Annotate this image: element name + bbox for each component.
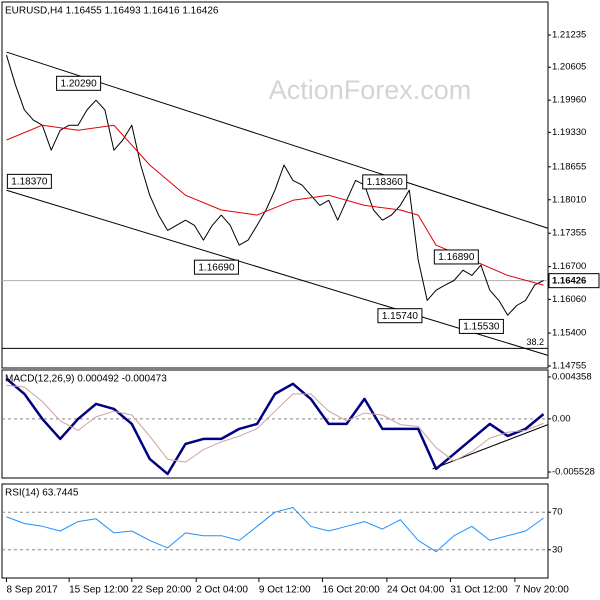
y-tick-label: 0.00: [552, 413, 571, 424]
y-tick-label: 1.18010: [552, 194, 586, 205]
y-tick-label: 1.19960: [552, 95, 586, 106]
y-tick-label: 1.14755: [552, 361, 586, 372]
series-line: [5, 377, 545, 476]
series-line: [6, 507, 544, 553]
y-tick-label: 1.20605: [552, 62, 586, 73]
x-tick-label: 8 Sep 2017: [6, 585, 58, 596]
level-box: [193, 259, 239, 275]
y-tick-label: 30: [552, 544, 563, 555]
y-tick-label: 1.16060: [552, 294, 586, 305]
level-label: 1.15740: [382, 311, 419, 322]
level-box: [458, 318, 504, 334]
y-tick-label: 1.16700: [552, 261, 586, 272]
x-tick-label: 16 Oct 20:00: [322, 585, 380, 596]
level-label: 1.18370: [11, 177, 48, 188]
series-line: [6, 384, 544, 463]
last-price-box: [548, 273, 600, 289]
level-label: 1.20290: [61, 78, 98, 89]
level-label: 1.16690: [198, 262, 235, 273]
x-tick-label: 31 Oct 12:00: [450, 585, 508, 596]
y-tick-label: 1.21235: [552, 30, 586, 41]
x-tick-label: 7 Nov 20:00: [515, 585, 569, 596]
panel-title: MACD(12,26,9) 0.000492 -0.000473: [5, 374, 167, 385]
panel-title: EURUSD,H4 1.16455 1.16493 1.16416 1.1642…: [5, 6, 219, 17]
y-tick-label: -0.005528: [552, 467, 595, 478]
y-tick-label: 1.15400: [552, 328, 586, 339]
level-box: [6, 173, 52, 189]
panel-frame: [1, 1, 549, 369]
trend-line: [6, 189, 549, 356]
watermark: ActionForex.com: [269, 75, 472, 105]
level-label: 1.16890: [438, 252, 475, 263]
series-line: [6, 55, 544, 316]
y-tick-label: 70: [552, 507, 563, 518]
x-tick-label: 24 Oct 04:00: [387, 585, 445, 596]
trend-line: [432, 424, 549, 470]
x-tick-label: 22 Sep 20:00: [132, 585, 192, 596]
level-box: [377, 308, 423, 324]
last-price-label: 1.16426: [552, 276, 586, 287]
x-tick-label: 15 Sep 12:00: [69, 585, 129, 596]
x-tick-label: 2 Oct 04:00: [196, 585, 248, 596]
fib-label: 38.2: [526, 337, 544, 347]
level-box: [56, 75, 102, 91]
panel-frame: [1, 483, 549, 579]
level-box: [433, 249, 479, 265]
level-label: 1.15530: [463, 322, 500, 333]
y-tick-label: 0.004358: [552, 371, 592, 382]
level-label: 1.18360: [367, 177, 404, 188]
y-tick-label: 1.18655: [552, 161, 586, 172]
panel-title: RSI(14) 63.7445: [5, 488, 79, 499]
y-tick-label: 1.19330: [552, 127, 586, 138]
level-box: [362, 174, 408, 190]
panel-frame: [1, 369, 549, 479]
x-tick-label: 9 Oct 12:00: [259, 585, 311, 596]
y-tick-label: 1.17355: [552, 228, 586, 239]
